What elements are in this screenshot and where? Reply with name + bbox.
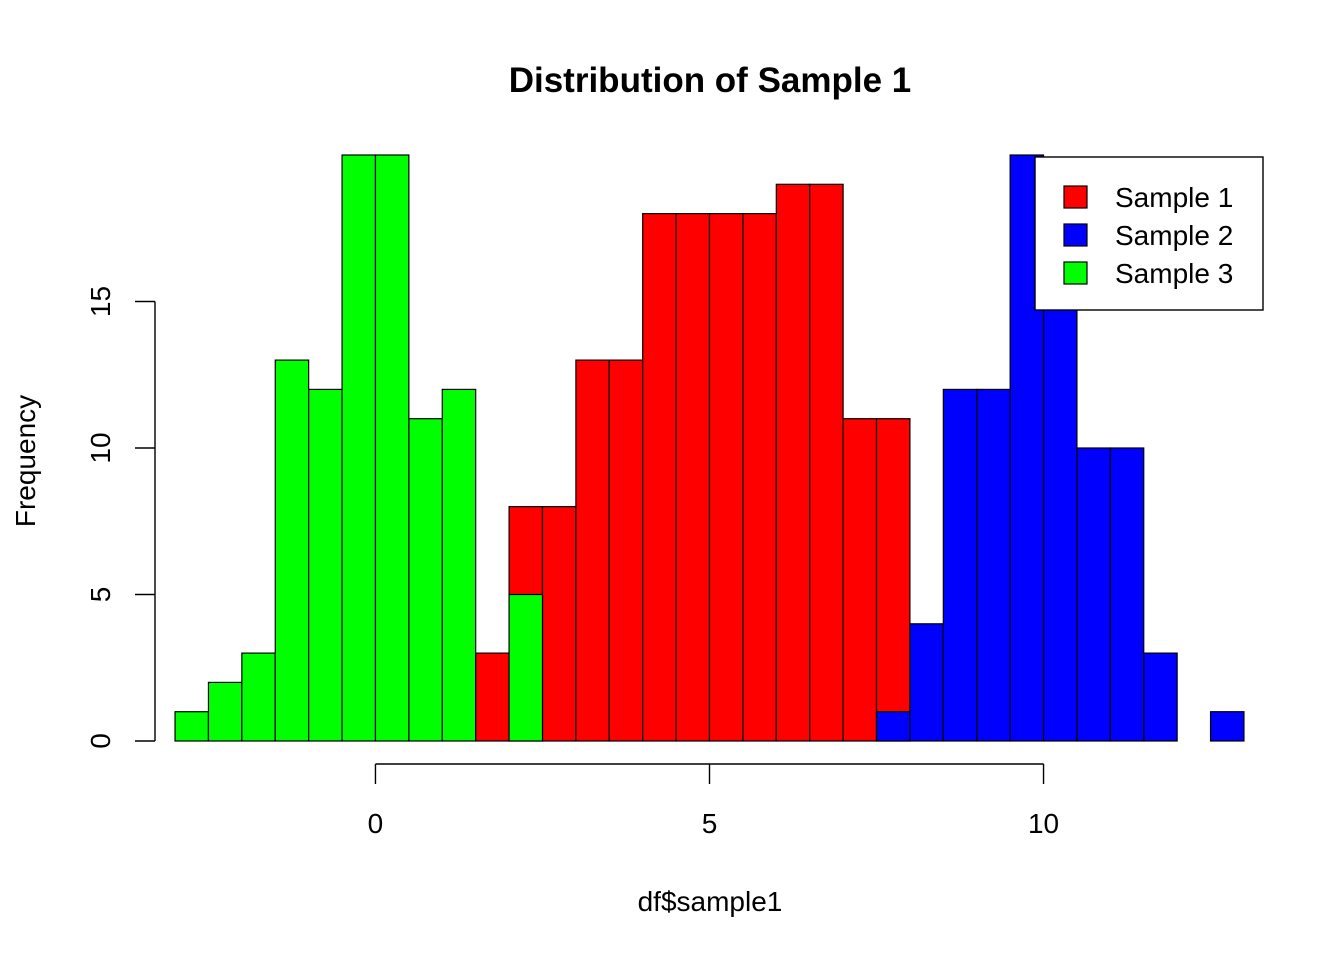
bar-sample-3-3 — [274, 359, 310, 742]
bar-sample-2-8 — [1143, 652, 1178, 742]
bar-sample-1-8 — [742, 213, 777, 742]
bar-sample-3-5 — [341, 154, 377, 742]
y-tick-label: 10 — [85, 432, 116, 463]
bar-sample-2-5 — [1042, 300, 1078, 742]
bar-sample-2-4 — [1009, 154, 1045, 742]
legend-swatch-sample-1 — [1063, 185, 1088, 209]
bar-sample-2-6 — [1076, 447, 1111, 742]
chart-title: Distribution of Sample 1 — [509, 61, 912, 100]
bar-sample-3-4 — [308, 388, 343, 742]
bar-sample-1-3 — [575, 359, 610, 742]
legend-label-sample-3: Sample 3 — [1115, 258, 1233, 289]
bar-sample-1-10 — [809, 183, 844, 742]
bar-sample-1-6 — [675, 213, 711, 742]
bar-sample-3-8 — [441, 388, 477, 742]
bar-sample-3-0 — [174, 711, 210, 742]
x-axis: 0 5 10 — [368, 763, 1059, 839]
bar-sample-3-1 — [207, 681, 243, 742]
y-tick-label: 0 — [85, 733, 116, 749]
bar-sample-3-2 — [241, 652, 276, 742]
bar-sample-1-0 — [475, 652, 510, 742]
bar-sample-3-6 — [374, 154, 410, 742]
y-tick-label: 5 — [85, 587, 116, 603]
x-tick-label: 0 — [368, 808, 384, 839]
legend-swatch-sample-3 — [1063, 261, 1088, 285]
bar-sample-2-2 — [942, 388, 978, 742]
bar-sample-3-10 — [508, 593, 544, 742]
bar-sample-3-7 — [408, 418, 443, 742]
bar-sample-2-7 — [1109, 447, 1145, 742]
bar-sample-2-3 — [976, 388, 1011, 742]
bar-sample-1-7 — [708, 213, 744, 742]
bar-sample-1-11 — [842, 418, 878, 742]
plot-bars — [174, 154, 1245, 742]
bar-sample-2-1 — [909, 623, 944, 742]
y-tick-label: 15 — [85, 286, 116, 317]
x-axis-label: df$sample1 — [638, 886, 783, 917]
bar-sample-1-5 — [642, 213, 677, 742]
legend-swatch-sample-2 — [1063, 223, 1088, 247]
bar-sample-1-2 — [541, 506, 577, 742]
x-tick-label: 5 — [702, 808, 718, 839]
legend-label-sample-2: Sample 2 — [1115, 220, 1233, 251]
bar-sample-1-12 — [875, 418, 911, 742]
legend-label-sample-1: Sample 1 — [1115, 182, 1233, 213]
y-axis: 0 5 10 15 — [85, 286, 156, 749]
bar-sample-2-10 — [1209, 711, 1245, 742]
y-axis-label: Frequency — [10, 395, 41, 527]
x-tick-label: 10 — [1028, 808, 1059, 839]
bar-sample-1-4 — [608, 359, 644, 742]
bar-sample-1-9 — [775, 183, 811, 742]
bar-sample-2-0 — [875, 711, 911, 742]
legend: Sample 1 Sample 2 Sample 3 — [1034, 156, 1264, 311]
